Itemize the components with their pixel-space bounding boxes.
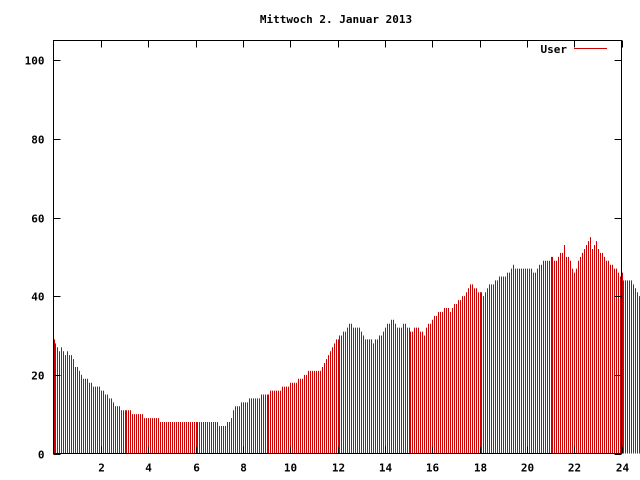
x-axis: 2 4 6 8 10 12 14 16 18 20 22 24 xyxy=(98,40,630,475)
x-tick-label: 2 xyxy=(98,462,105,475)
x-tick-label: 4 xyxy=(145,462,152,475)
x-tick-label: 12 xyxy=(332,462,345,475)
y-tick-label: 20 xyxy=(31,370,44,383)
x-tick-label: 18 xyxy=(474,462,487,475)
y-tick-label: 40 xyxy=(31,291,44,304)
x-tick-label: 8 xyxy=(240,462,247,475)
chart-title: Mittwoch 2. Januar 2013 xyxy=(260,13,412,26)
y-axis: 0 20 40 60 80 100 xyxy=(25,55,622,462)
y-tick-label: 80 xyxy=(31,134,44,147)
y-tick-label: 0 xyxy=(38,449,45,462)
legend-label-user: User xyxy=(541,43,568,56)
x-tick-label: 14 xyxy=(379,462,393,475)
x-tick-label: 20 xyxy=(521,462,534,475)
bars-layer xyxy=(54,237,640,454)
x-tick-label: 24 xyxy=(616,462,630,475)
y-tick-label: 60 xyxy=(31,213,44,226)
plot-frame xyxy=(53,40,622,454)
x-tick-label: 16 xyxy=(426,462,440,475)
x-tick-label: 10 xyxy=(284,462,297,475)
x-tick-label: 6 xyxy=(193,462,200,475)
x-tick-label: 22 xyxy=(568,462,581,475)
y-tick-label: 100 xyxy=(25,55,45,68)
legend: User xyxy=(541,43,607,56)
